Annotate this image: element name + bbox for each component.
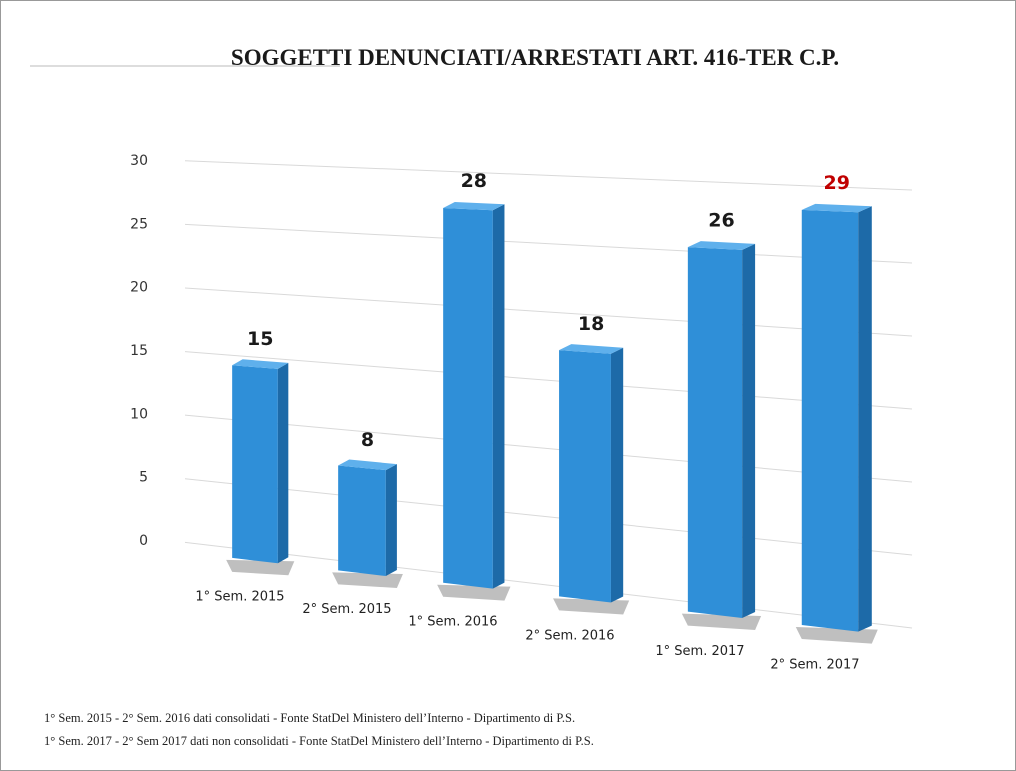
x-tick-label: 1° Sem. 2016: [408, 615, 497, 630]
y-tick-label: 30: [130, 153, 148, 169]
grid-line: [184, 414, 913, 483]
x-tick-label: 2° Sem. 2015: [302, 602, 391, 617]
bar-side: [492, 204, 505, 589]
chart-title: SOGGETTI DENUNCIATI/ARRESTATI ART. 416-T…: [231, 45, 839, 70]
footnote: 1° Sem. 2015 - 2° Sem. 2016 dati consoli…: [44, 711, 575, 725]
footnote: 1° Sem. 2017 - 2° Sem 2017 dati non cons…: [44, 734, 594, 748]
bar: [687, 247, 743, 618]
x-tick-label: 1° Sem. 2017: [655, 644, 744, 659]
value-label: 18: [578, 313, 604, 335]
value-label: 26: [708, 209, 734, 231]
y-tick-label: 10: [130, 406, 148, 422]
value-label: 15: [247, 328, 273, 350]
bar-side: [858, 206, 872, 632]
grid-line: [184, 160, 913, 191]
bar-top: [687, 241, 756, 250]
bar-top: [338, 459, 397, 471]
bar-top: [559, 344, 624, 354]
bar-top: [443, 201, 505, 211]
value-label: 28: [461, 170, 487, 192]
bar-side: [742, 243, 756, 618]
y-tick-label: 20: [130, 280, 148, 296]
bar-side: [610, 347, 624, 603]
x-tick-label: 2° Sem. 2017: [770, 657, 859, 672]
bar: [443, 207, 493, 589]
grid-line: [184, 223, 913, 264]
y-tick-label: 5: [139, 470, 148, 486]
bar: [559, 350, 611, 603]
value-label: 8: [361, 429, 374, 451]
value-label: 29: [824, 172, 850, 194]
bar: [801, 209, 859, 632]
x-tick-label: 1° Sem. 2015: [195, 590, 284, 605]
bar: [232, 365, 278, 564]
bar: [338, 465, 386, 577]
bar-top: [232, 359, 289, 369]
bar-top: [801, 203, 872, 213]
bar-shadow: [553, 598, 630, 615]
grid-line: [184, 287, 913, 337]
bar-shadow: [332, 572, 403, 589]
y-tick-label: 25: [130, 216, 148, 232]
bar-side: [277, 362, 289, 564]
bar-shadow: [226, 559, 295, 576]
x-tick-label: 2° Sem. 2016: [525, 628, 614, 643]
y-tick-label: 0: [139, 533, 148, 549]
grid-line: [184, 351, 913, 410]
y-tick-label: 15: [130, 343, 148, 359]
bar-side: [385, 464, 397, 577]
bar-shadow: [437, 584, 511, 601]
grid-line: [184, 541, 913, 629]
grid-line: [184, 478, 913, 556]
